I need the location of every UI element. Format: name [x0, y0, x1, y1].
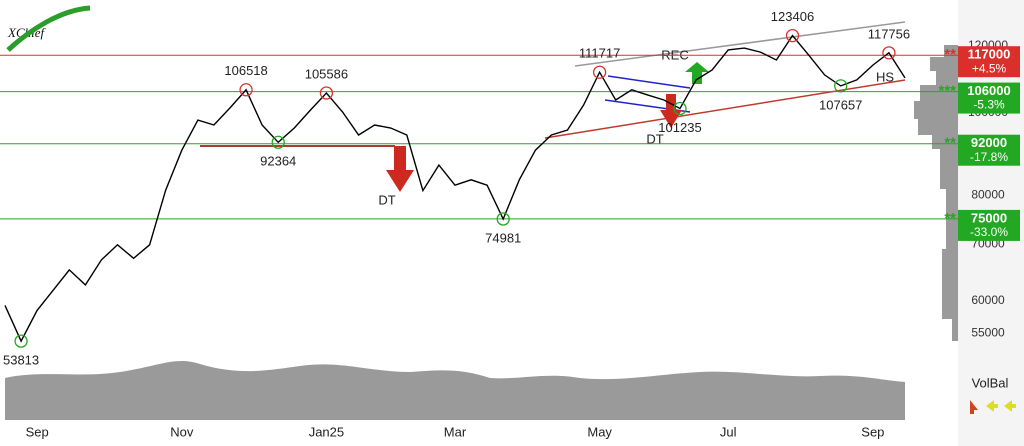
level-value: 92000	[971, 135, 1007, 150]
pivot-label: 107657	[819, 97, 862, 112]
trend-channel	[574, 21, 906, 67]
level-marker: ***	[938, 83, 956, 100]
level-value: 106000	[967, 83, 1010, 98]
pivot-marker	[496, 212, 510, 226]
level-marker: **	[944, 46, 956, 63]
x-tick-label: Nov	[170, 424, 194, 439]
x-tick-label: Sep	[26, 424, 49, 439]
level-box	[958, 209, 1020, 241]
y-tick-label: 60000	[971, 293, 1005, 307]
level-box	[958, 82, 1020, 114]
x-tick-label: Jul	[720, 424, 737, 439]
volume-profile	[914, 45, 958, 341]
down-arrow	[386, 146, 414, 192]
pivot-label: 123406	[771, 9, 814, 24]
pivot-label: 106518	[224, 63, 267, 78]
level-box	[958, 134, 1020, 166]
pivot-label: 117756	[868, 26, 910, 41]
y-tick-label: 80000	[971, 187, 1005, 201]
level-change: -33.0%	[970, 225, 1008, 239]
level-change: -5.3%	[973, 98, 1005, 112]
pivot-marker	[319, 86, 334, 100]
pivot-marker	[239, 83, 253, 97]
x-tick-label: Sep	[861, 424, 884, 439]
pivot-marker	[785, 28, 800, 43]
pivot-label: 105586	[305, 66, 348, 81]
y-tick-label: 55000	[971, 325, 1005, 339]
level-value: 75000	[971, 210, 1007, 225]
pivot-marker	[271, 135, 285, 149]
signal-label: DT	[378, 192, 395, 207]
pivot-marker	[673, 101, 687, 116]
level-marker: **	[944, 135, 956, 152]
pivot-marker	[834, 79, 848, 93]
level-change: -17.8%	[970, 150, 1008, 164]
level-marker: **	[944, 210, 956, 227]
level-change: +4.5%	[972, 61, 1007, 75]
pivot-label: 92364	[260, 154, 296, 169]
pivot-marker	[14, 334, 28, 348]
volbal-icons	[970, 400, 1016, 414]
signal-label: DT	[646, 131, 663, 146]
pivot-label: 101235	[658, 120, 701, 135]
down-arrow	[660, 94, 682, 128]
level-value: 117000	[968, 47, 1011, 62]
volume-area	[5, 361, 905, 420]
volume-label: VolBal	[972, 375, 1009, 390]
pivot-marker	[882, 46, 896, 60]
pivot-label: 111717	[579, 46, 620, 61]
pattern-line	[607, 75, 691, 89]
x-tick-label: May	[587, 424, 612, 439]
price-line	[4, 34, 906, 343]
signal-label: HS	[876, 69, 894, 84]
pivot-label: 53813	[3, 353, 39, 368]
x-tick-label: Jan25	[309, 424, 344, 439]
level-box	[958, 46, 1020, 78]
pivot-marker	[592, 65, 607, 79]
logo-swoosh	[6, 5, 91, 52]
x-tick-label: Mar	[444, 424, 467, 439]
up-arrow	[685, 62, 709, 84]
pivot-label: 74981	[485, 230, 521, 245]
